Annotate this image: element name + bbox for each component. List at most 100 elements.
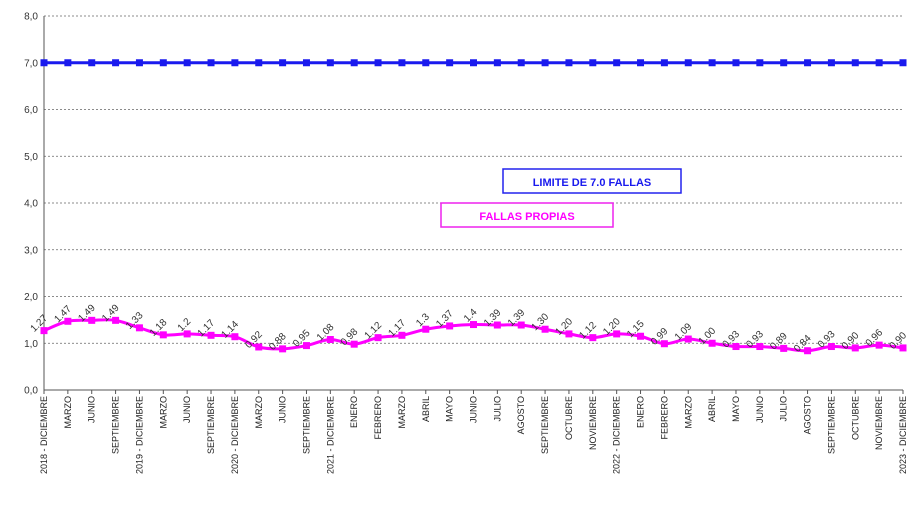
limit-point xyxy=(422,59,430,67)
fallas-point xyxy=(827,343,835,351)
x-tick-label: MARZO xyxy=(683,396,693,429)
limit-point xyxy=(660,59,668,67)
limit-point xyxy=(708,59,716,67)
x-tick-label: OCTUBRE xyxy=(850,396,860,440)
limit-point xyxy=(565,59,573,67)
data-label: 1.2 xyxy=(176,316,194,334)
x-tick-label: 2023 - DICIEMBRE xyxy=(898,396,908,474)
limit-point xyxy=(613,59,621,67)
y-tick-label: 6,0 xyxy=(24,105,38,116)
x-tick-label: AGOSTO xyxy=(516,396,526,434)
fallas-point xyxy=(422,325,430,333)
limit-point xyxy=(493,59,501,67)
limit-point xyxy=(827,59,835,67)
fallas-point xyxy=(756,343,764,351)
limit-point xyxy=(64,59,72,67)
x-tick-label: JUNIO xyxy=(469,396,479,423)
limit-point xyxy=(899,59,907,67)
fallas-point xyxy=(159,331,167,339)
x-tick-label: SEPTIEMBRE xyxy=(826,396,836,454)
x-tick-label: FEBRERO xyxy=(659,396,669,440)
limit-point xyxy=(851,59,859,67)
x-tick-label: JULIO xyxy=(779,396,789,422)
fallas-point xyxy=(565,330,573,338)
limit-point xyxy=(112,59,120,67)
limit-point xyxy=(875,59,883,67)
fallas-point xyxy=(470,321,477,329)
fallas-point xyxy=(589,334,597,342)
fallas-point xyxy=(637,332,645,340)
legend-limit-box xyxy=(502,168,682,194)
limit-point xyxy=(804,59,812,67)
limit-point xyxy=(88,59,96,67)
legend-limit: LIMITE DE 7.0 FALLAS xyxy=(502,168,682,194)
y-tick-label: 0,0 xyxy=(24,386,38,397)
limit-point xyxy=(541,59,549,67)
x-tick-label: ENERO xyxy=(636,396,646,428)
fallas-point xyxy=(255,343,263,351)
limit-point xyxy=(326,59,334,67)
limit-point xyxy=(732,59,740,67)
fallas-point xyxy=(804,347,812,355)
data-label: 1.3 xyxy=(414,311,432,329)
x-tick-label: JUNIO xyxy=(182,396,192,423)
y-tick-label: 1,0 xyxy=(24,339,38,350)
legend-fallas-box xyxy=(440,202,614,228)
x-axis: 2018 - DICIEMBRE MARZO JUNIO SEPTIEMBRE 2019… xyxy=(39,390,908,474)
series-fallas-propias xyxy=(40,316,907,355)
legend-fallas-label: FALLAS PROPIAS xyxy=(479,211,574,223)
fallas-point xyxy=(732,343,740,351)
x-tick-label: 2018 - DICIEMBRE xyxy=(39,396,49,474)
x-tick-label: AGOSTO xyxy=(803,396,813,434)
fallas-point xyxy=(684,335,692,343)
x-tick-label: MARZO xyxy=(254,396,264,429)
x-tick-label: SEPTIEMBRE xyxy=(540,396,550,454)
x-tick-label: JUNIO xyxy=(87,396,97,423)
limit-point xyxy=(684,59,692,67)
x-tick-label: MARZO xyxy=(158,396,168,429)
fallas-point xyxy=(541,325,549,333)
x-tick-label: JULIO xyxy=(492,396,502,422)
fallas-point xyxy=(613,330,621,338)
limit-point xyxy=(159,59,167,67)
limit-point xyxy=(255,59,263,67)
x-tick-label: ABRIL xyxy=(707,396,717,422)
fallas-point xyxy=(135,324,143,332)
fallas-point xyxy=(660,340,668,348)
x-tick-label: SEPTIEMBRE xyxy=(206,396,216,454)
x-tick-label: MARZO xyxy=(397,396,407,429)
fallas-point xyxy=(708,339,716,347)
y-tick-label: 7,0 xyxy=(24,58,38,69)
limit-point xyxy=(279,59,287,67)
fallas-point xyxy=(493,321,501,329)
x-tick-label: ABRIL xyxy=(421,396,431,422)
fallas-point xyxy=(446,322,454,330)
limit-point xyxy=(756,59,764,67)
fallas-point xyxy=(374,334,382,342)
limit-point xyxy=(302,59,310,67)
limit-point xyxy=(183,59,191,67)
x-tick-label: JUNIO xyxy=(755,396,765,423)
fallas-point xyxy=(112,316,120,324)
fallas-point xyxy=(207,331,215,339)
y-tick-label: 5,0 xyxy=(24,152,38,163)
x-tick-label: 2019 - DICIEMBRE xyxy=(134,396,144,474)
fallas-point xyxy=(851,344,859,352)
fallas-point xyxy=(780,344,788,352)
y-tick-label: 2,0 xyxy=(24,292,38,303)
x-tick-label: 2022 - DICIEMBRE xyxy=(612,396,622,474)
legend-fallas-propias: FALLAS PROPIAS xyxy=(440,202,614,228)
x-tick-label: NOVIEMBRE xyxy=(874,396,884,450)
series-limit xyxy=(40,59,907,67)
limit-point xyxy=(207,59,215,67)
y-tick-label: 4,0 xyxy=(24,199,38,210)
x-tick-label: SEPTIEMBRE xyxy=(111,396,121,454)
fallas-point xyxy=(326,336,334,344)
legend-limit-label: LIMITE DE 7.0 FALLAS xyxy=(533,177,652,189)
limit-point xyxy=(231,59,239,67)
limit-point xyxy=(470,59,477,67)
fallas-point xyxy=(899,344,907,352)
fallas-point xyxy=(875,341,883,349)
data-label: 1.4 xyxy=(462,307,480,325)
limit-point xyxy=(398,59,406,67)
